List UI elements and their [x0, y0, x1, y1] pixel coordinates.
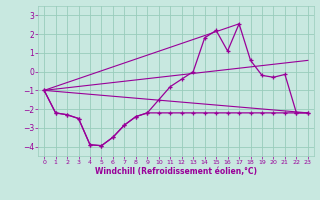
X-axis label: Windchill (Refroidissement éolien,°C): Windchill (Refroidissement éolien,°C) [95, 167, 257, 176]
